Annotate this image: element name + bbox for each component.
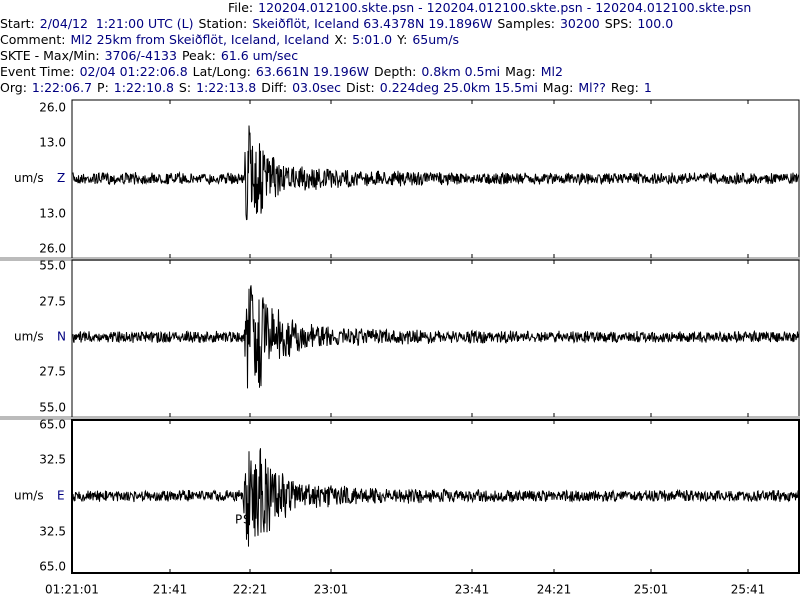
channel-label: N <box>57 330 66 344</box>
x-tick-label: 21:41 <box>153 583 188 597</box>
field-value: 1:22:06.7 <box>31 80 93 95</box>
header-line: Comment: Ml2 25km from Skeiðflöt, Iceland… <box>0 32 800 48</box>
x-tick-label: 22:21 <box>233 583 268 597</box>
field-label: Mag: <box>542 80 574 95</box>
field-value: 0.224deg 25.0km 15.5mi <box>379 80 538 95</box>
field-label: Mag: <box>505 64 536 79</box>
y-tick-label: 27.5 <box>39 295 66 309</box>
y-tick-label: 65.0 <box>39 418 66 432</box>
field-label: Org: <box>0 80 27 95</box>
field-value: Ml2 <box>540 64 563 79</box>
field-value: 5:01.0 <box>352 32 393 47</box>
waveform <box>72 448 799 547</box>
header-line: Start: 2/04/12 1:21:00 UTC (L) Station: Ske… <box>0 16 800 32</box>
y-tick-label: 65.0 <box>39 560 66 574</box>
field-value: Skeiðflöt, Iceland 63.4378N 19.1896W <box>252 16 493 31</box>
field-label: Depth: <box>374 64 417 79</box>
x-tick-label: 01:21:01 <box>45 583 99 597</box>
y-tick-label: 32.5 <box>39 453 66 467</box>
panel-separator <box>0 257 800 261</box>
field-value: 02/04 01:22:06.8 <box>79 64 188 79</box>
header-line: Org: 1:22:06.7 P: 1:22:10.8 S: 1:22:13.8 Diff:… <box>0 80 800 96</box>
field-label: Peak: <box>181 48 216 63</box>
waveform <box>72 125 799 221</box>
field-value: 30200 <box>559 16 600 31</box>
y-tick-label: 13.0 <box>39 207 66 221</box>
y-tick-label: 26.0 <box>39 242 66 256</box>
y-tick-label: 32.5 <box>39 525 66 539</box>
channel-label: E <box>57 489 65 503</box>
field-value: 120204.012100.skte.psn - 120204.012100.s… <box>258 0 752 15</box>
field-label: Y: <box>397 32 408 47</box>
field-value: 1:22:13.8 <box>196 80 257 95</box>
field-label: File: <box>228 0 254 15</box>
panel-frame <box>71 419 800 574</box>
field-label: P: <box>97 80 109 95</box>
field-label: SPS: <box>604 16 633 31</box>
field-label: Comment: <box>0 32 66 47</box>
x-tick-label: 23:01 <box>314 583 349 597</box>
field-label: Event Time: <box>0 64 75 79</box>
field-label: Diff: <box>261 80 288 95</box>
field-value: Ml?? <box>578 80 606 95</box>
field-label: X: <box>334 32 348 47</box>
waveform <box>72 285 799 389</box>
unit-label: um/s <box>14 330 44 344</box>
field-label: Reg: <box>610 80 639 95</box>
panel-separator <box>0 416 800 420</box>
unit-label: um/s <box>14 171 44 185</box>
field-value: 2/04/12 1:21:00 UTC (L) <box>39 16 194 31</box>
y-tick-label: 27.5 <box>39 365 66 379</box>
field-value: 1 <box>643 80 652 95</box>
field-value: 65um/s <box>412 32 460 47</box>
field-label: S: <box>178 80 192 95</box>
header-line: File: 120204.012100.skte.psn - 120204.012… <box>0 0 800 16</box>
phase-marker: P <box>235 513 242 527</box>
field-value: 0.8km 0.5mi <box>421 64 501 79</box>
phase-marker: S <box>243 513 251 527</box>
field-value: 61.6 um/sec <box>220 48 299 63</box>
channel-label: Z <box>57 171 65 185</box>
field-label: SKTE - Max/Min: <box>0 48 100 63</box>
field-value: 1:22:10.8 <box>113 80 174 95</box>
field-label: Lat/Long: <box>192 64 251 79</box>
field-label: Samples: <box>497 16 555 31</box>
y-tick-label: 26.0 <box>39 101 66 115</box>
unit-label: um/s <box>14 489 44 503</box>
x-tick-label: 25:01 <box>634 583 669 597</box>
header-line: Event Time: 02/04 01:22:06.8 Lat/Long: 63.6… <box>0 64 800 80</box>
x-tick-label: 24:21 <box>537 583 572 597</box>
field-label: Station: <box>198 16 248 31</box>
field-label: Start: <box>0 16 35 31</box>
header-line: SKTE - Max/Min: 3706/-4133 Peak: 61.6 um/se… <box>0 48 800 64</box>
y-tick-label: 13.0 <box>39 136 66 150</box>
y-tick-label: 55.0 <box>39 401 66 415</box>
header: File: 120204.012100.skte.psn - 120204.012… <box>0 0 800 96</box>
field-value: 63.661N 19.196W <box>255 64 370 79</box>
x-tick-label: 25:41 <box>731 583 766 597</box>
field-value: 100.0 <box>637 16 674 31</box>
field-value: Ml2 25km from Skeiðflöt, Iceland, Icelan… <box>70 32 330 47</box>
field-label: Dist: <box>346 80 375 95</box>
x-tick-label: 23:41 <box>455 583 490 597</box>
y-tick-label: 55.0 <box>39 259 66 273</box>
field-value: 03.0sec <box>292 80 342 95</box>
field-value: 3706/-4133 <box>104 48 177 63</box>
